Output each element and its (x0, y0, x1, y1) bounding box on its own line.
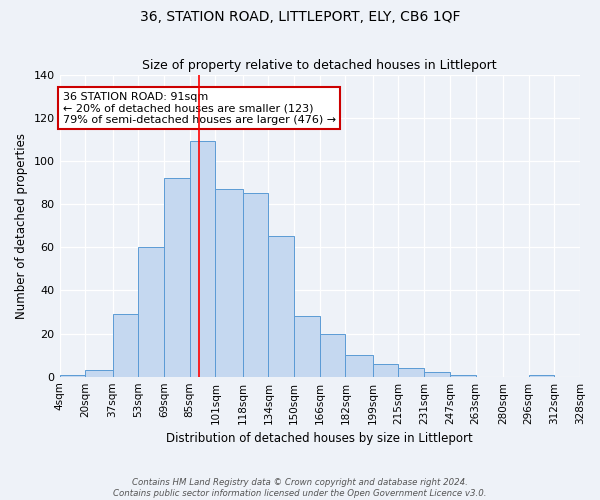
Bar (85, 370, 113, 376)
Bar (294, 316, 320, 376)
Bar (268, 236, 294, 376)
X-axis label: Distribution of detached houses by size in Littleport: Distribution of detached houses by size … (166, 432, 473, 445)
Bar (346, 355, 373, 376)
Bar (164, 178, 190, 376)
Bar (113, 314, 138, 376)
Bar (450, 374, 476, 376)
Y-axis label: Number of detached properties: Number of detached properties (15, 132, 28, 318)
Bar (424, 372, 450, 376)
Bar (59, 374, 85, 376)
Text: 36, STATION ROAD, LITTLEPORT, ELY, CB6 1QF: 36, STATION ROAD, LITTLEPORT, ELY, CB6 1… (140, 10, 460, 24)
Title: Size of property relative to detached houses in Littleport: Size of property relative to detached ho… (142, 59, 497, 72)
Text: Contains HM Land Registry data © Crown copyright and database right 2024.
Contai: Contains HM Land Registry data © Crown c… (113, 478, 487, 498)
Bar (138, 247, 164, 376)
Bar (320, 334, 346, 376)
Bar (398, 368, 424, 376)
Text: 36 STATION ROAD: 91sqm
← 20% of detached houses are smaller (123)
79% of semi-de: 36 STATION ROAD: 91sqm ← 20% of detached… (63, 92, 336, 125)
Bar (190, 142, 215, 376)
Bar (529, 374, 554, 376)
Bar (242, 193, 268, 376)
Bar (373, 364, 398, 376)
Bar (215, 189, 242, 376)
